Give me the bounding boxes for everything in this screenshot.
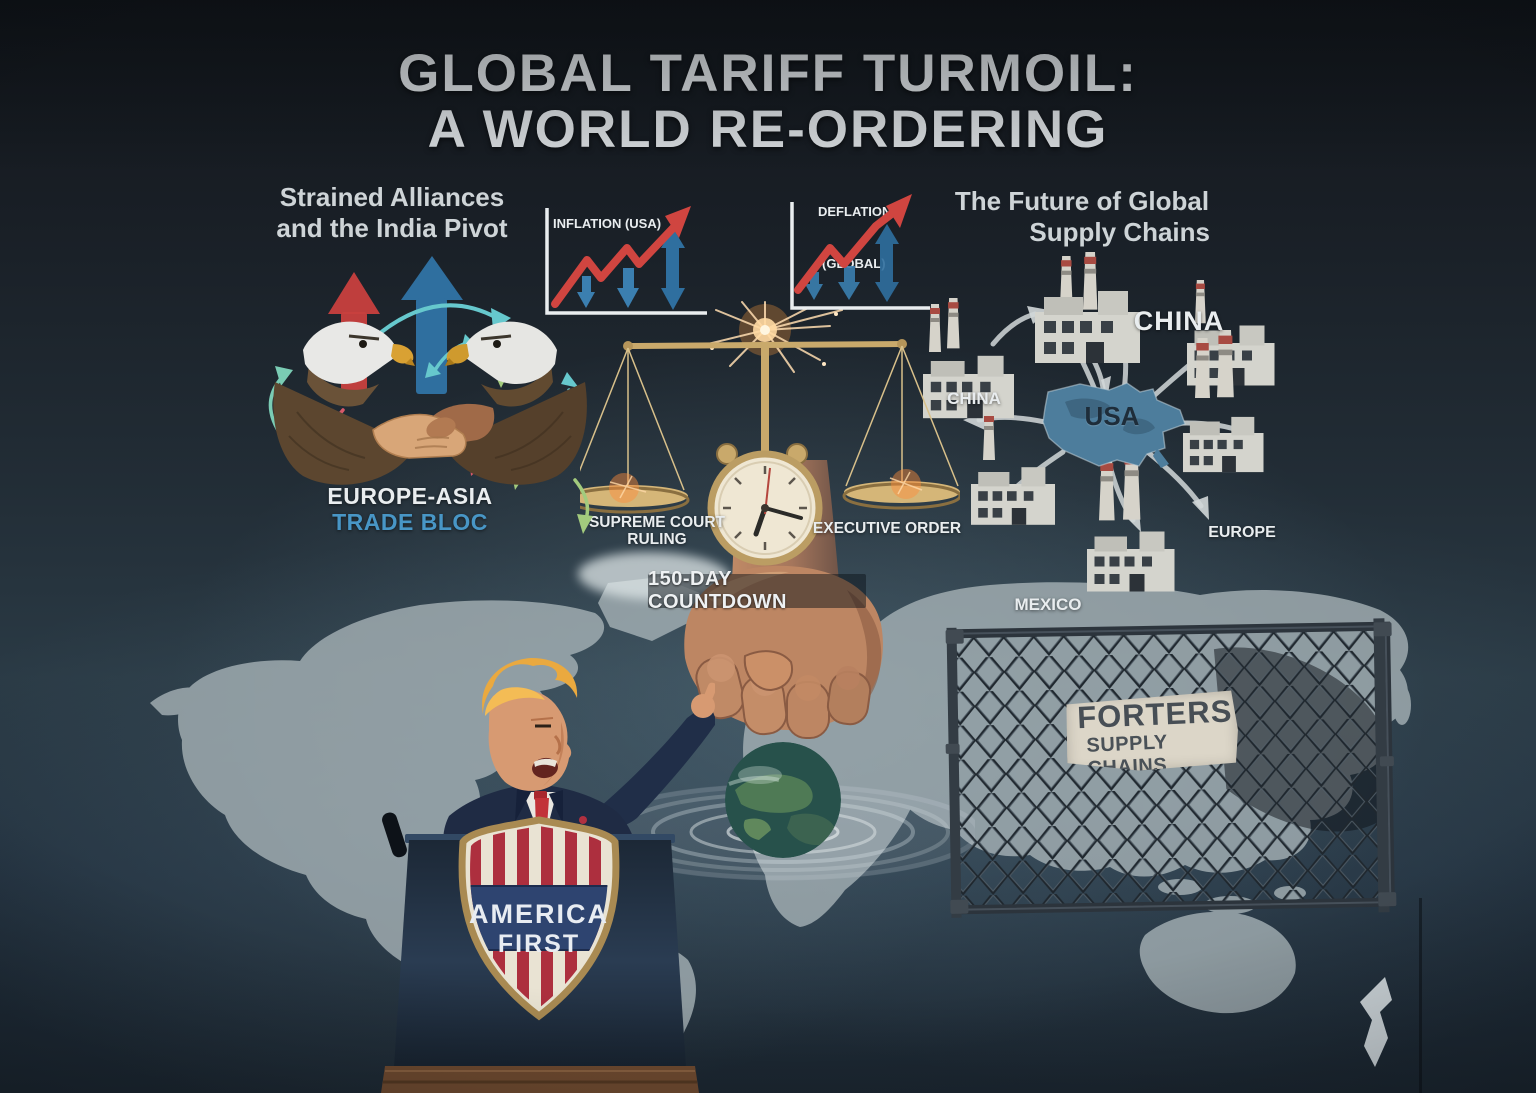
header-right-line1: The Future of Global bbox=[954, 186, 1210, 216]
deflation-chart: DEFLATION (GLOBAL) bbox=[790, 194, 930, 310]
shield-text-first: FIRST bbox=[498, 930, 580, 958]
fence-sign: FORTERS SUPPLY CHAINS bbox=[1064, 690, 1239, 773]
bloc-line1: EUROPE-ASIA bbox=[327, 483, 493, 509]
bloc-line2: TRADE BLOC bbox=[332, 508, 488, 535]
japan bbox=[1393, 685, 1411, 725]
title-line2: A WORLD RE-ORDERING bbox=[427, 100, 1109, 160]
label-europe: EUROPE bbox=[1208, 524, 1276, 541]
australia bbox=[1139, 911, 1296, 1014]
header-right-line2: Supply Chains bbox=[1029, 216, 1210, 247]
header-left-line2: and the India Pivot bbox=[276, 212, 508, 243]
header-supply-chains: The Future of Global Supply Chains bbox=[948, 186, 1216, 247]
wall-seam bbox=[1419, 898, 1422, 1093]
eagle-head-left-icon bbox=[303, 321, 415, 407]
speaker-raised-arm bbox=[601, 682, 715, 827]
eagle-head-right-icon bbox=[445, 321, 557, 407]
paint-chip bbox=[1360, 977, 1392, 1067]
flag-pin bbox=[579, 816, 587, 824]
label-china-large: CHINA bbox=[1133, 306, 1225, 336]
chain-link-fence bbox=[945, 618, 1397, 918]
header-strained-alliances: Strained Alliances and the India Pivot bbox=[262, 182, 522, 243]
speaker-head bbox=[482, 658, 578, 791]
label-mexico: MEXICO bbox=[1014, 595, 1082, 614]
countdown-banner: 150-DAY COUNTDOWN bbox=[648, 568, 866, 613]
deflation-chart-label: DEFLATION bbox=[818, 204, 891, 219]
speaker-and-podium: AMERICA FIRST bbox=[381, 658, 715, 1093]
label-executive-order: EXECUTIVE ORDER bbox=[812, 520, 962, 537]
label-usa: USA bbox=[1084, 401, 1140, 431]
label-trade-bloc: EUROPE-ASIA TRADE BLOC bbox=[322, 483, 498, 536]
header-left-line1: Strained Alliances bbox=[279, 182, 505, 212]
title-line1: GLOBAL TARIFF TURMOIL: bbox=[398, 44, 1138, 103]
inflation-chart-label: INFLATION (USA) bbox=[553, 216, 661, 231]
countdown-text: 150-DAY COUNTDOWN bbox=[648, 568, 787, 613]
fence-mesh bbox=[955, 630, 1387, 906]
microphone-icon bbox=[382, 812, 407, 858]
shield-text-america: AMERICA bbox=[469, 899, 609, 929]
globe-icon bbox=[725, 742, 841, 858]
poster-title: GLOBAL TARIFF TURMOIL: A WORLD RE-ORDERI… bbox=[0, 44, 1536, 160]
